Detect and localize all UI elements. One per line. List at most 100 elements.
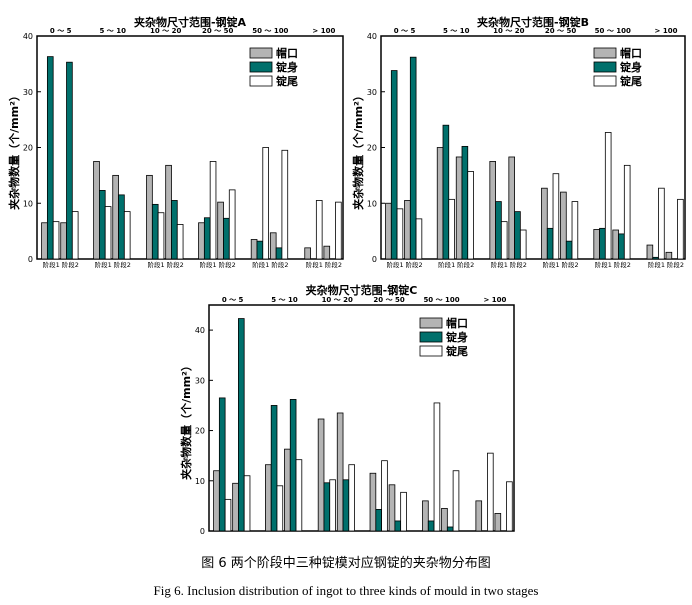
size-range-label: 10 ～ 20 xyxy=(322,296,353,304)
bar-帽口 xyxy=(213,470,220,532)
stage-label: 阶段1 xyxy=(648,260,665,269)
bar-帽口 xyxy=(475,500,483,532)
bar-锭尾 xyxy=(243,475,251,532)
bar-锭尾 xyxy=(262,147,269,260)
stage-label: 阶段1 xyxy=(542,260,559,269)
legend-swatch xyxy=(249,61,273,73)
size-range-label: > 100 xyxy=(312,27,335,35)
y-tick-label: 30 xyxy=(23,88,33,97)
bar-帽口 xyxy=(436,147,444,260)
bar-锭身 xyxy=(514,211,521,260)
bar-帽口 xyxy=(336,412,344,532)
stage-label: 阶段1 xyxy=(200,260,217,269)
bar-帽口 xyxy=(146,174,153,260)
bar-锭身 xyxy=(565,240,573,260)
bar-锭尾 xyxy=(396,208,404,260)
bar-锭尾 xyxy=(381,460,388,532)
stage-label: 阶段1 xyxy=(148,260,165,269)
y-tick-label: 20 xyxy=(23,144,33,153)
bar-帽口 xyxy=(455,156,463,260)
bar-锭尾 xyxy=(315,200,323,260)
bar-锭尾 xyxy=(104,206,112,260)
bar-锭尾 xyxy=(452,470,460,532)
legend-label: 锭尾 xyxy=(620,74,642,88)
bar-锭身 xyxy=(270,405,278,532)
y-tick-label: 30 xyxy=(367,88,377,97)
bar-帽口 xyxy=(560,191,567,260)
legend-swatch xyxy=(593,61,617,73)
bar-锭身 xyxy=(46,56,54,260)
bar-锭尾 xyxy=(415,218,423,260)
bar-帽口 xyxy=(508,156,515,260)
stage-label: 阶段2 xyxy=(561,260,578,269)
size-range-label: 5 ～ 10 xyxy=(99,27,126,35)
stage-label: 阶段2 xyxy=(219,260,236,269)
legend-label: 帽口 xyxy=(446,316,468,330)
chart-ingot-a: 夹杂物尺寸范围-钢锭A 0 10 20 30 40 夹杂物数量（个/mm²） 0 ～ 5 阶段1… xyxy=(7,15,344,269)
bar-锭尾 xyxy=(329,479,336,532)
y-tick-label: 0 xyxy=(28,255,33,264)
chart-title: 夹杂物尺寸范围-钢锭C xyxy=(306,283,418,297)
bar-帽口 xyxy=(441,507,448,532)
bar-帽口 xyxy=(489,161,496,260)
size-range-label: 10 ～ 20 xyxy=(493,27,524,35)
size-range-label: 0 ～ 5 xyxy=(222,296,244,304)
bar-锭尾 xyxy=(123,211,131,260)
bar-锭身 xyxy=(275,247,283,260)
bar-锭身 xyxy=(390,70,398,260)
stage-label: 阶段1 xyxy=(386,260,403,269)
bar-锭身 xyxy=(151,203,159,260)
bar-帽口 xyxy=(165,164,172,260)
chart-ingot-c: 夹杂物尺寸范围-钢锭C 0 10 20 30 40 夹杂物数量（个/mm²） 0 ～ 5 5 ～… xyxy=(179,283,515,536)
stage-label: 阶段1 xyxy=(95,260,112,269)
stage-label: 阶段1 xyxy=(43,260,60,269)
bar-锭身 xyxy=(427,520,435,532)
bar-锭尾 xyxy=(552,173,560,260)
bar-锭尾 xyxy=(295,459,303,532)
bar-锭尾 xyxy=(228,189,236,260)
bar-锭尾 xyxy=(335,201,342,260)
stage-label: 阶段2 xyxy=(325,260,342,269)
bar-帽口 xyxy=(323,245,331,260)
bar-锭身 xyxy=(652,256,659,260)
legend-label: 帽口 xyxy=(620,46,642,60)
bar-帽口 xyxy=(269,232,277,260)
bar-帽口 xyxy=(404,200,411,260)
stage-label: 阶段2 xyxy=(62,260,79,269)
size-range-label: > 100 xyxy=(483,296,506,304)
y-tick-label: 10 xyxy=(195,477,205,486)
bar-锭尾 xyxy=(500,221,508,260)
stage-label: 阶段2 xyxy=(405,260,422,269)
bar-锭身 xyxy=(495,201,502,260)
bar-锭身 xyxy=(375,509,382,532)
bar-锭尾 xyxy=(52,221,60,260)
bar-锭尾 xyxy=(281,149,289,260)
y-axis-label: 夹杂物数量（个/mm²） xyxy=(7,90,21,210)
bar-锭身 xyxy=(446,526,454,532)
legend-swatch xyxy=(419,331,443,343)
size-range-label: 20 ～ 50 xyxy=(545,27,576,35)
legend-label: 锭身 xyxy=(620,60,642,74)
y-tick-label: 30 xyxy=(195,376,205,385)
stage-label: 阶段2 xyxy=(114,260,131,269)
plot-frame xyxy=(208,304,515,532)
bar-锭身 xyxy=(99,190,106,260)
size-range-label: 50 ～ 100 xyxy=(595,27,631,35)
stage-label: 阶段2 xyxy=(271,260,288,269)
bar-锭尾 xyxy=(224,498,232,532)
bar-锭身 xyxy=(238,318,245,532)
bar-帽口 xyxy=(593,229,600,260)
y-tick-label: 0 xyxy=(372,255,377,264)
bar-锭身 xyxy=(223,217,230,260)
legend-swatch xyxy=(419,317,443,329)
y-axis-label: 夹杂物数量（个/mm²） xyxy=(351,90,365,210)
y-axis-label: 夹杂物数量（个/mm²） xyxy=(179,360,193,480)
bar-锭身 xyxy=(546,227,554,260)
bar-帽口 xyxy=(388,484,396,532)
size-range-label: 50 ～ 100 xyxy=(423,296,459,304)
bar-帽口 xyxy=(665,251,673,260)
y-tick-label: 20 xyxy=(367,144,377,153)
bar-锭尾 xyxy=(519,229,527,260)
